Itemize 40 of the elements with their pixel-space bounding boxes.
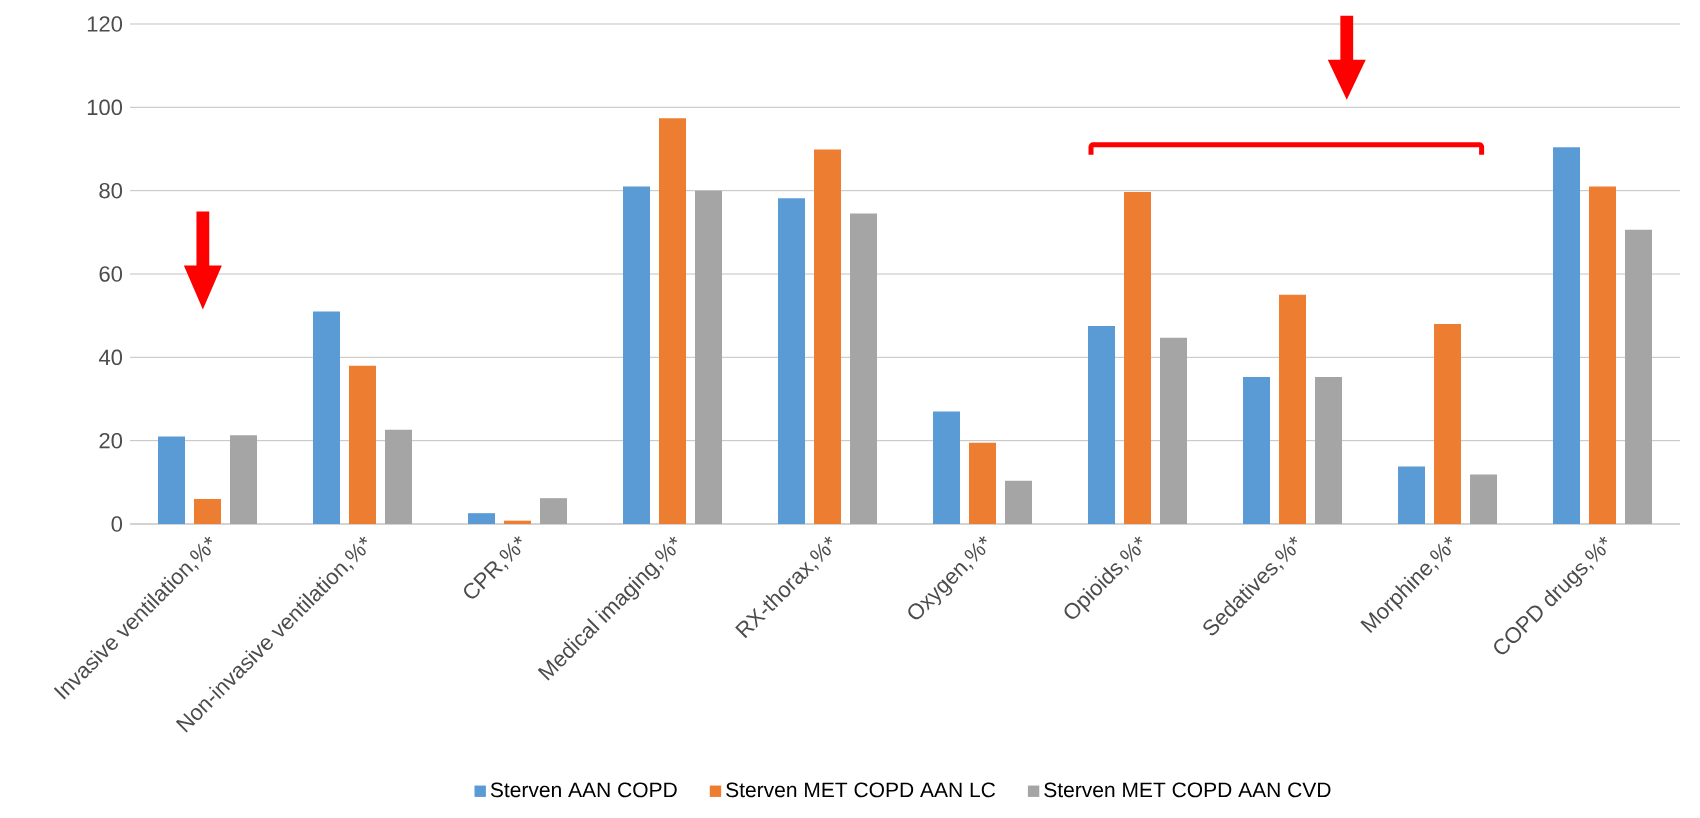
bar — [1088, 326, 1116, 524]
bar — [313, 311, 341, 524]
bar — [1553, 147, 1581, 524]
bar — [1005, 480, 1033, 524]
bar — [468, 513, 496, 524]
bar — [623, 186, 651, 524]
bar — [1398, 466, 1426, 524]
bar — [504, 520, 532, 524]
bar — [1243, 376, 1271, 524]
y-tick-label: 80 — [99, 182, 123, 199]
bar — [778, 198, 806, 524]
y-tick-label: 100 — [87, 99, 123, 116]
bar — [850, 213, 878, 524]
y-tick-label: 40 — [98, 349, 123, 366]
bar — [230, 435, 257, 524]
bar — [540, 498, 567, 524]
bar — [385, 429, 412, 524]
bar — [659, 118, 687, 524]
legend-label: Sterven MET COPD AAN LC — [726, 782, 996, 798]
bar — [194, 499, 222, 524]
bar — [933, 411, 961, 524]
bar — [1315, 376, 1343, 524]
legend-label: Sterven MET COPD AAN CVD — [1044, 782, 1331, 798]
bar — [1434, 323, 1462, 524]
bar — [814, 149, 842, 524]
bar — [969, 442, 997, 524]
y-tick-label: 120 — [87, 16, 123, 32]
y-tick-label: 20 — [99, 432, 123, 449]
bar — [1625, 229, 1653, 524]
legend-label: Sterven AAN COPD — [490, 782, 677, 798]
bar — [349, 365, 377, 524]
bar — [695, 190, 723, 524]
bar — [1160, 337, 1188, 524]
bar — [1279, 294, 1307, 524]
y-tick-label: 60 — [99, 266, 123, 282]
y-tick-label: 0 — [111, 516, 123, 532]
bar — [1124, 191, 1152, 524]
bar — [158, 436, 185, 524]
bar — [1470, 474, 1498, 524]
bar — [1589, 186, 1617, 524]
